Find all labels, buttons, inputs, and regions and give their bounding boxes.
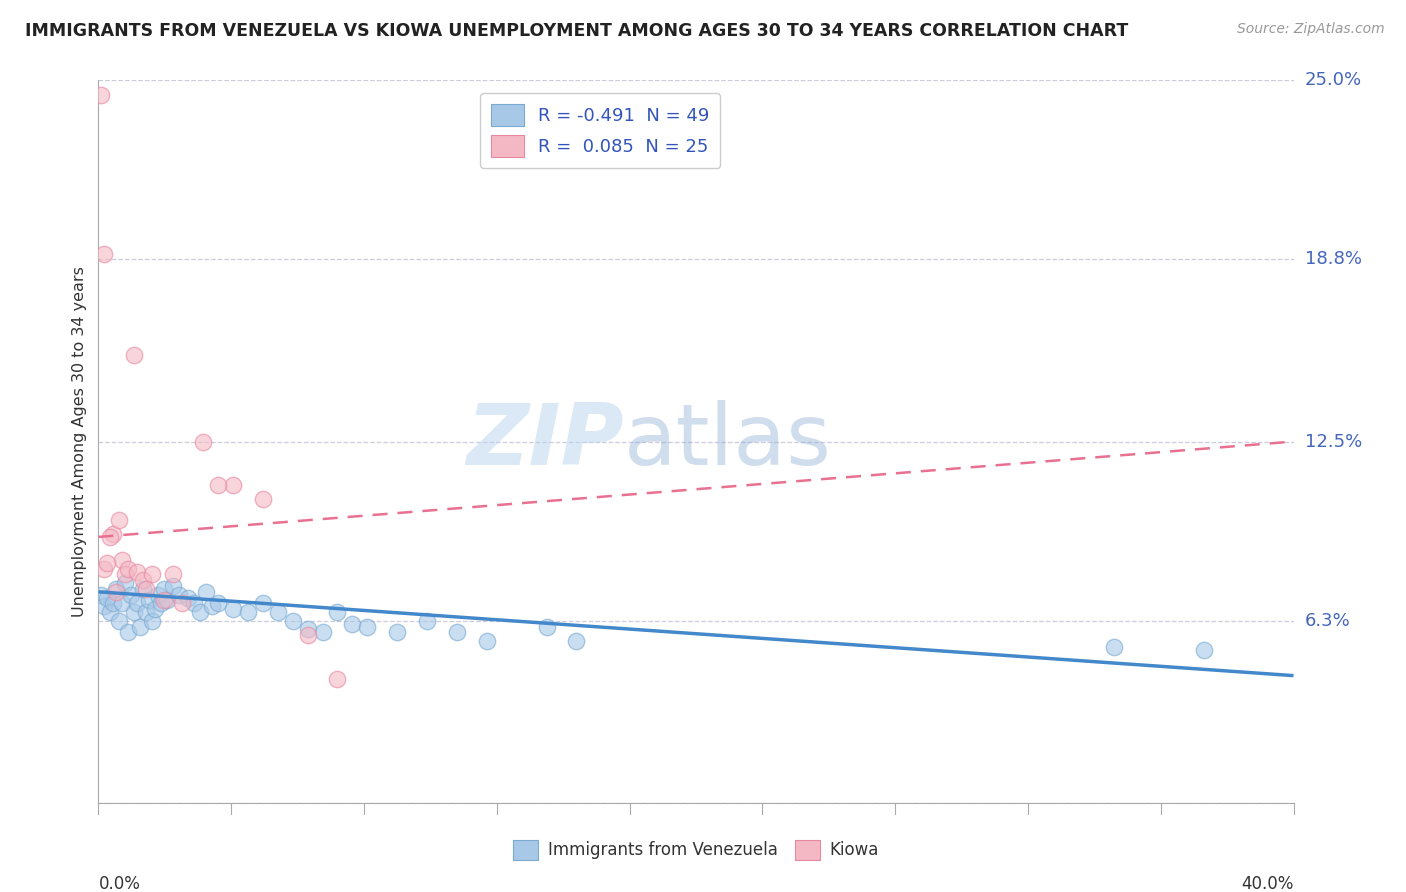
Point [129, 619, 152, 633]
Text: IMMIGRANTS FROM VENEZUELA VS KIOWA UNEMPLOYMENT AMONG AGES 30 TO 34 YEARS CORREL: IMMIGRANTS FROM VENEZUELA VS KIOWA UNEMP… [25, 22, 1129, 40]
Point [222, 602, 245, 616]
Point [93, 562, 115, 576]
Point [297, 628, 319, 642]
Point [120, 588, 142, 602]
Point [267, 605, 290, 619]
Legend: Immigrants from Venezuela, Kiowa: Immigrants from Venezuela, Kiowa [506, 833, 886, 867]
Point [311, 625, 333, 640]
Point [108, 512, 131, 526]
Point [252, 596, 274, 610]
Point [385, 625, 409, 640]
Point [446, 625, 468, 640]
Point [342, 616, 364, 631]
Text: 40.0%: 40.0% [1241, 875, 1294, 892]
Y-axis label: Unemployment Among Ages 30 to 34 years: Unemployment Among Ages 30 to 34 years [72, 266, 87, 617]
Point [93, 246, 115, 260]
Point [114, 576, 136, 591]
Point [117, 625, 139, 640]
Point [191, 434, 214, 449]
Point [90, 87, 112, 102]
Point [135, 582, 157, 596]
Point [103, 527, 125, 541]
Point [141, 614, 163, 628]
Point [93, 599, 115, 614]
Point [96, 591, 118, 605]
Point [153, 582, 176, 596]
Point [124, 348, 146, 362]
Point [138, 593, 160, 607]
Point [172, 596, 194, 610]
Point [416, 614, 439, 628]
Point [167, 588, 190, 602]
Point [141, 567, 163, 582]
Point [124, 605, 146, 619]
Point [236, 605, 259, 619]
Point [156, 593, 179, 607]
Text: 25.0%: 25.0% [1305, 71, 1362, 89]
Text: 18.8%: 18.8% [1305, 251, 1361, 268]
Point [111, 596, 134, 610]
Point [105, 582, 128, 596]
Point [127, 596, 149, 610]
Point [177, 591, 200, 605]
Point [150, 596, 173, 610]
Point [207, 596, 229, 610]
Point [201, 599, 224, 614]
Point [90, 588, 112, 602]
Point [188, 605, 211, 619]
Point [536, 619, 558, 633]
Point [565, 634, 588, 648]
Point [297, 623, 319, 637]
Point [114, 567, 136, 582]
Point [326, 672, 349, 686]
Text: atlas: atlas [624, 400, 832, 483]
Point [98, 530, 122, 544]
Point [252, 492, 274, 507]
Text: 12.5%: 12.5% [1305, 433, 1362, 450]
Point [162, 579, 184, 593]
Point [143, 602, 166, 616]
Point [1104, 640, 1126, 654]
Point [117, 562, 139, 576]
Point [132, 582, 155, 596]
Text: 6.3%: 6.3% [1305, 612, 1350, 630]
Point [222, 478, 245, 492]
Point [475, 634, 498, 648]
Point [108, 614, 131, 628]
Point [96, 556, 118, 570]
Point [356, 619, 378, 633]
Point [148, 588, 170, 602]
Text: 0.0%: 0.0% [98, 875, 141, 892]
Point [207, 478, 229, 492]
Point [326, 605, 349, 619]
Point [103, 596, 125, 610]
Point [153, 593, 176, 607]
Point [162, 567, 184, 582]
Text: Source: ZipAtlas.com: Source: ZipAtlas.com [1237, 22, 1385, 37]
Point [1192, 642, 1215, 657]
Point [195, 584, 218, 599]
Point [281, 614, 304, 628]
Point [183, 596, 205, 610]
Point [105, 584, 128, 599]
Text: ZIP: ZIP [467, 400, 624, 483]
Point [135, 605, 157, 619]
Point [127, 565, 149, 579]
Point [111, 553, 134, 567]
Point [98, 605, 122, 619]
Point [132, 574, 155, 588]
